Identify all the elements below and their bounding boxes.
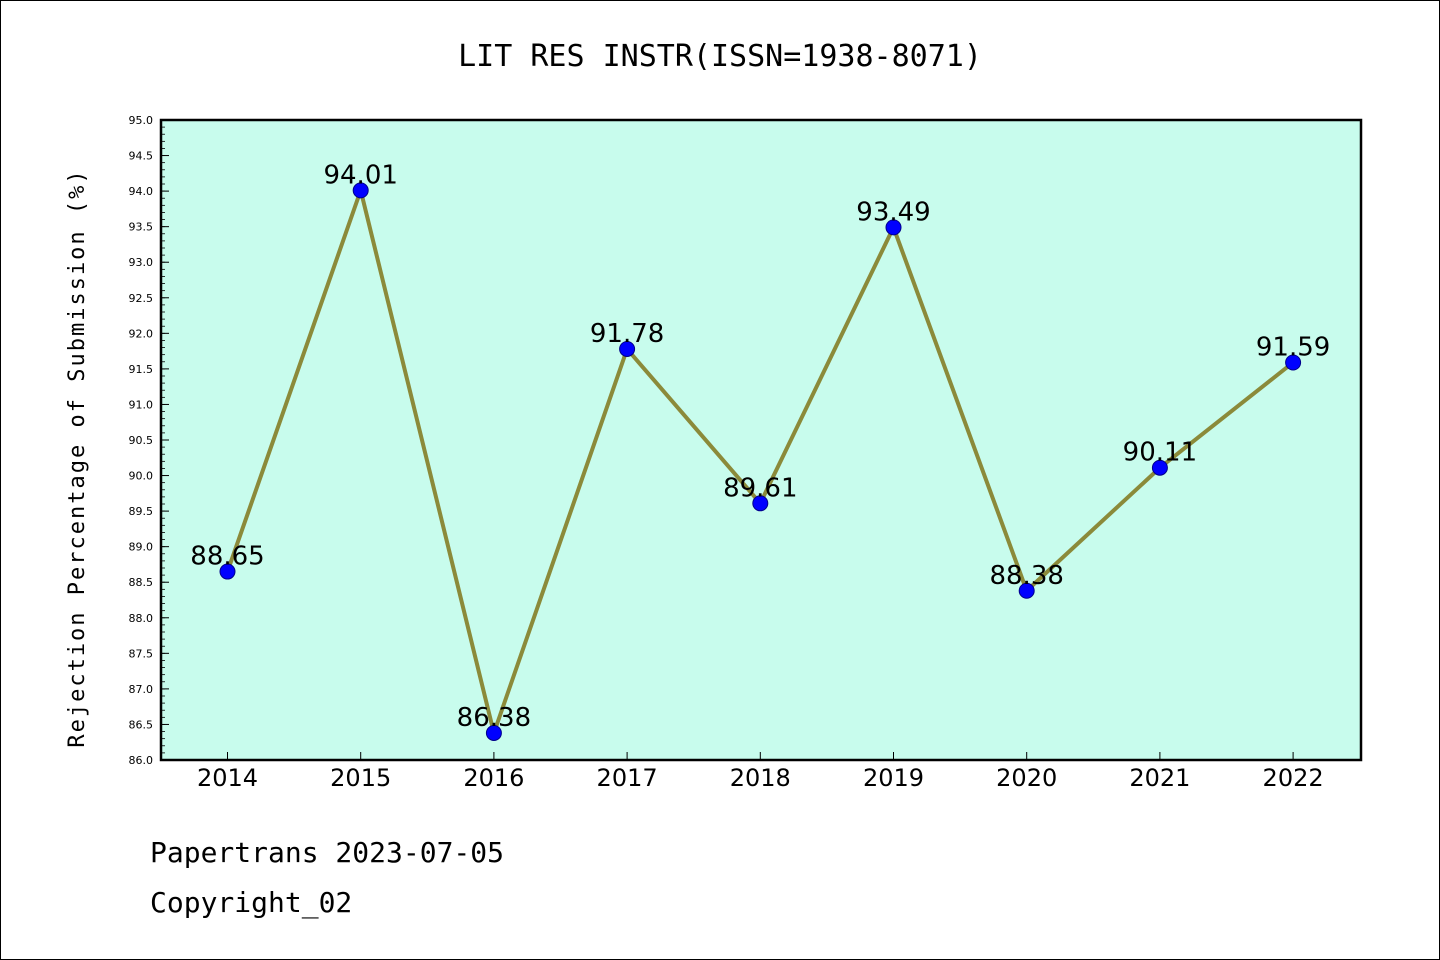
data-label: 86.38 bbox=[457, 703, 531, 733]
data-label: 88.65 bbox=[190, 542, 264, 572]
x-tick-label: 2016 bbox=[463, 764, 524, 792]
y-tick-label: 88.0 bbox=[129, 612, 154, 625]
plot-area bbox=[161, 120, 1361, 760]
plot-border bbox=[159, 118, 1363, 762]
y-tick-label: 86.5 bbox=[129, 718, 154, 731]
data-label: 91.78 bbox=[590, 319, 664, 349]
data-label: 89.61 bbox=[723, 473, 797, 503]
y-tick-label: 89.0 bbox=[129, 541, 154, 554]
data-point bbox=[619, 340, 636, 357]
footer-copyright: Copyright_02 bbox=[150, 886, 353, 919]
y-tick-label: 86.0 bbox=[129, 754, 154, 767]
data-point bbox=[485, 724, 502, 741]
x-tick-label: 2021 bbox=[1129, 764, 1190, 792]
x-tick-label: 2022 bbox=[1263, 764, 1324, 792]
y-tick-label: 94.0 bbox=[129, 185, 154, 198]
data-label: 94.01 bbox=[323, 160, 397, 190]
y-tick-label: 89.5 bbox=[129, 505, 154, 518]
y-tick-label: 90.0 bbox=[129, 470, 154, 483]
x-tick-label: 2014 bbox=[197, 764, 258, 792]
data-label: 91.59 bbox=[1256, 332, 1330, 362]
data-point bbox=[1018, 582, 1035, 599]
y-tick-label: 87.0 bbox=[129, 683, 154, 696]
data-point bbox=[1151, 459, 1168, 476]
data-point bbox=[752, 495, 769, 512]
data-label: 88.38 bbox=[989, 561, 1063, 591]
x-tick-label: 2015 bbox=[330, 764, 391, 792]
data-label: 93.49 bbox=[856, 197, 930, 227]
y-tick-label: 94.5 bbox=[129, 150, 154, 163]
axis-ticks: 86.0 86.5 87.0 87.5 88.0 88.5 89.0 89.5 90.0 90.5… bbox=[129, 114, 1324, 792]
data-point bbox=[352, 182, 369, 199]
y-tick-label: 93.0 bbox=[129, 256, 154, 269]
data-series: 88.65 94.01 86.38 91.78 89.61 93.49 88.38 90.11… bbox=[190, 160, 1330, 741]
y-tick-label: 93.5 bbox=[129, 221, 154, 234]
data-point bbox=[1285, 354, 1302, 371]
data-point bbox=[885, 219, 902, 236]
data-label: 90.11 bbox=[1123, 438, 1197, 468]
x-tick-label: 2020 bbox=[996, 764, 1057, 792]
y-tick-label: 91.0 bbox=[129, 398, 154, 411]
x-tick-label: 2019 bbox=[863, 764, 924, 792]
y-tick-label: 90.5 bbox=[129, 434, 154, 447]
chart-title: LIT RES INSTR(ISSN=1938-8071) bbox=[458, 39, 982, 74]
y-tick-label: 92.5 bbox=[129, 292, 154, 305]
y-tick-label: 91.5 bbox=[129, 363, 154, 376]
y-tick-label: 92.0 bbox=[129, 327, 154, 340]
y-tick-label: 87.5 bbox=[129, 647, 154, 660]
y-axis-label: Rejection Percentage of Submission (%) bbox=[65, 168, 90, 747]
x-tick-label: 2017 bbox=[597, 764, 658, 792]
y-tick-label: 95.0 bbox=[129, 114, 154, 127]
data-point bbox=[219, 563, 236, 580]
x-tick-label: 2018 bbox=[730, 764, 791, 792]
y-tick-label: 88.5 bbox=[129, 576, 154, 589]
footer-date: Papertrans 2023-07-05 bbox=[150, 836, 505, 869]
